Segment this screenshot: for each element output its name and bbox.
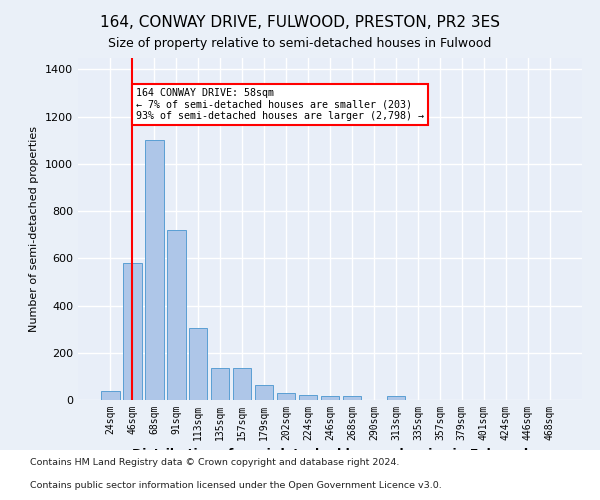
Bar (145, 140, 164, 400)
Bar (299, 396, 317, 400)
Bar (320, 396, 340, 400)
Text: 164 CONWAY DRIVE: 58sqm
← 7% of semi-detached houses are smaller (203)
93% of se: 164 CONWAY DRIVE: 58sqm ← 7% of semi-det… (136, 88, 424, 122)
Bar (277, 393, 295, 400)
Bar (101, 390, 119, 400)
Y-axis label: Number of semi-detached properties: Number of semi-detached properties (29, 126, 40, 332)
Bar (233, 368, 251, 400)
Text: Contains public sector information licensed under the Open Government Licence v3: Contains public sector information licen… (30, 480, 442, 490)
Bar (386, 396, 405, 400)
X-axis label: Distribution of semi-detached houses by size in Fulwood: Distribution of semi-detached houses by … (132, 448, 528, 462)
Bar (343, 396, 361, 400)
Bar (189, 328, 208, 400)
Text: Contains HM Land Registry data © Crown copyright and database right 2024.: Contains HM Land Registry data © Crown c… (30, 458, 400, 467)
Bar (211, 368, 229, 400)
Bar (167, 230, 185, 400)
Bar (255, 384, 274, 400)
Text: Size of property relative to semi-detached houses in Fulwood: Size of property relative to semi-detach… (109, 38, 491, 51)
Text: 164, CONWAY DRIVE, FULWOOD, PRESTON, PR2 3ES: 164, CONWAY DRIVE, FULWOOD, PRESTON, PR2… (100, 15, 500, 30)
Bar (123, 263, 142, 400)
